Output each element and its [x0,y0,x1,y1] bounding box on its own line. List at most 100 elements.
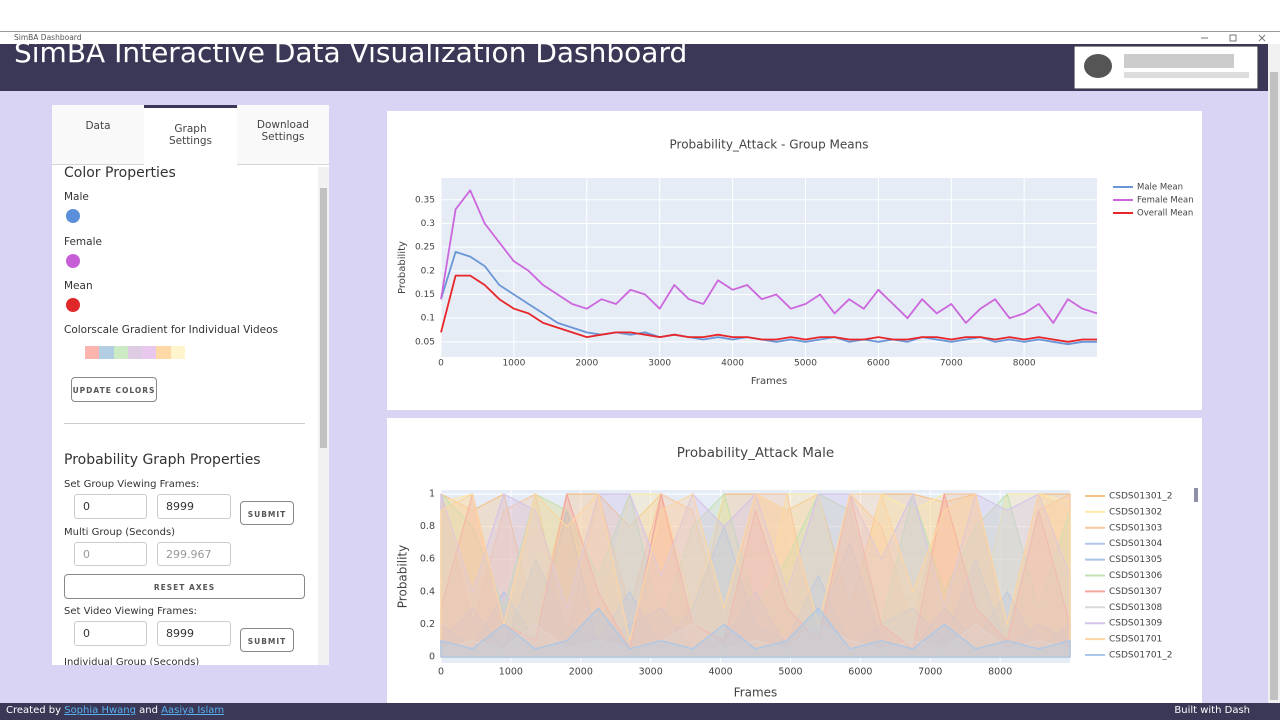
x-tick-label: 1000 [502,359,525,369]
logo [1074,46,1258,89]
color-label: Male [64,191,89,203]
y-tick-label: 0.15 [415,290,435,300]
window-title: SimBA Dashboard [14,33,82,42]
series-line [440,251,1097,346]
color-dot[interactable] [66,209,80,223]
colorscale-swatch[interactable] [170,346,185,359]
x-tick-label: 6000 [848,667,872,678]
x-tick-label: 0 [438,667,444,678]
credits: Created by Sophia Hwang and Aasiya Islam [6,705,224,716]
built-with: Built with Dash [1174,705,1250,716]
colorscale-swatch[interactable] [142,346,157,359]
tab[interactable]: Data [52,105,144,165]
colorscale-swatch[interactable] [85,346,100,359]
legend-label: CSDS01701 [1109,635,1162,645]
series-line [440,493,1071,658]
tab-selected[interactable]: Graph Settings [144,105,237,165]
series-line [440,493,1071,658]
x-tick-label: 6000 [867,359,890,369]
author-link[interactable]: Aasiya Islam [161,705,225,716]
field-label: Individual Group (Seconds) [64,657,200,665]
y-tick-label: 0.1 [421,314,435,324]
y-tick-label: 0.6 [420,554,435,565]
window-controls[interactable] [1195,32,1275,44]
y-tick-label: 0.2 [421,266,435,276]
tab[interactable]: Download Settings [237,105,329,165]
chart: 0 0.2 0.4 0.6 0.8 1 0 1000 2000 3000 4000 5000 6000 7… [396,445,1198,700]
panel-scrollbar[interactable] [318,167,329,665]
y-tick-label: 0.25 [415,243,435,253]
legend-label: CSDS01306 [1109,571,1163,581]
colorscale[interactable] [85,346,185,359]
legend-label: Overall Mean [1137,209,1193,219]
legend-label: CSDS01308 [1109,603,1163,613]
plot-area [441,490,1070,663]
y-tick-label: 0 [429,651,435,662]
page-scrollbar[interactable] [1268,44,1280,703]
colorscale-label: Colorscale Gradient for Individual Video… [64,324,278,336]
reset-axes-button[interactable]: RESET AXES [64,574,305,599]
legend-scrollbar[interactable] [1194,488,1198,502]
section-heading: Probability Graph Properties [64,452,261,468]
input[interactable]: 0 [74,494,147,519]
divider [64,423,305,424]
clip: Individual Group (Seconds) [52,655,318,665]
submit-button[interactable]: SUBMIT [240,501,294,525]
scroll-thumb[interactable] [320,188,327,448]
x-tick-label: 2000 [575,359,598,369]
x-tick-label: 2000 [569,667,593,678]
y-axis-label: Probability [396,545,410,608]
y-tick-label: 0.05 [415,337,435,347]
colorscale-swatch[interactable] [99,346,114,359]
input[interactable]: 0 [74,621,147,646]
color-dot[interactable] [66,253,80,268]
chart-title: Probability_Attack Male [677,445,834,461]
legend-label: CSDS01309 [1109,619,1163,629]
x-tick-label: 5000 [778,667,802,678]
series-line [440,274,1097,343]
series-line [440,493,1071,658]
x-tick-label: 4000 [721,359,744,369]
credits-text: Created by [6,705,62,716]
input[interactable]: 8999 [157,621,231,646]
submit-button[interactable]: SUBMIT [240,628,294,652]
y-axis-label: Probability [397,241,408,294]
colorscale-swatch[interactable] [127,346,143,359]
x-tick-label: 4000 [708,667,732,678]
title-strip [0,0,1280,32]
y-tick-label: 0.35 [415,195,435,205]
x-tick-label: 7000 [918,667,942,678]
x-axis-label: Frames [751,376,787,387]
scroll-thumb[interactable] [1270,72,1278,700]
x-tick-label: 8000 [988,667,1012,678]
plot-area [441,178,1097,357]
chart-panel: 0.05 0.1 0.15 0.2 0.25 0.3 0.35 0 1000 2000 3000 40… [387,111,1202,410]
colorscale-swatch[interactable] [156,346,171,359]
author-link[interactable]: Sophia Hwang [64,705,136,716]
header: SimBA Interactive Data Visualization Das… [0,44,1268,91]
color-dot[interactable] [66,298,80,312]
x-tick-label: 3000 [648,359,671,369]
colorscale-swatch[interactable] [113,346,128,359]
input[interactable]: 0 [74,542,147,566]
legend-label: Female Mean [1137,196,1194,206]
x-tick-label: 0 [438,359,444,369]
legend-label: CSDS01701_2 [1109,651,1173,661]
window-titlebar [0,32,1280,44]
chart-title: Probability_Attack - Group Means [670,138,869,152]
input[interactable]: 299.967 [157,542,231,566]
legend-label: CSDS01304 [1109,539,1163,549]
x-tick-label: 3000 [639,667,663,678]
y-tick-label: 0.4 [420,586,435,597]
legend-label: CSDS01307 [1109,587,1162,597]
x-tick-label: 8000 [1013,359,1036,369]
y-tick-label: 0.2 [420,619,435,630]
footer: Created by Sophia Hwang and Aasiya Islam… [0,703,1280,720]
y-tick-label: 1 [429,489,435,500]
series-line [440,189,1098,324]
legend-label: Male Mean [1137,183,1183,193]
legend-label: CSDS01301_2 [1109,492,1173,502]
x-tick-label: 7000 [940,359,963,369]
update-colors-button[interactable]: UPDATE COLORS [71,377,157,402]
input[interactable]: 8999 [157,494,231,519]
